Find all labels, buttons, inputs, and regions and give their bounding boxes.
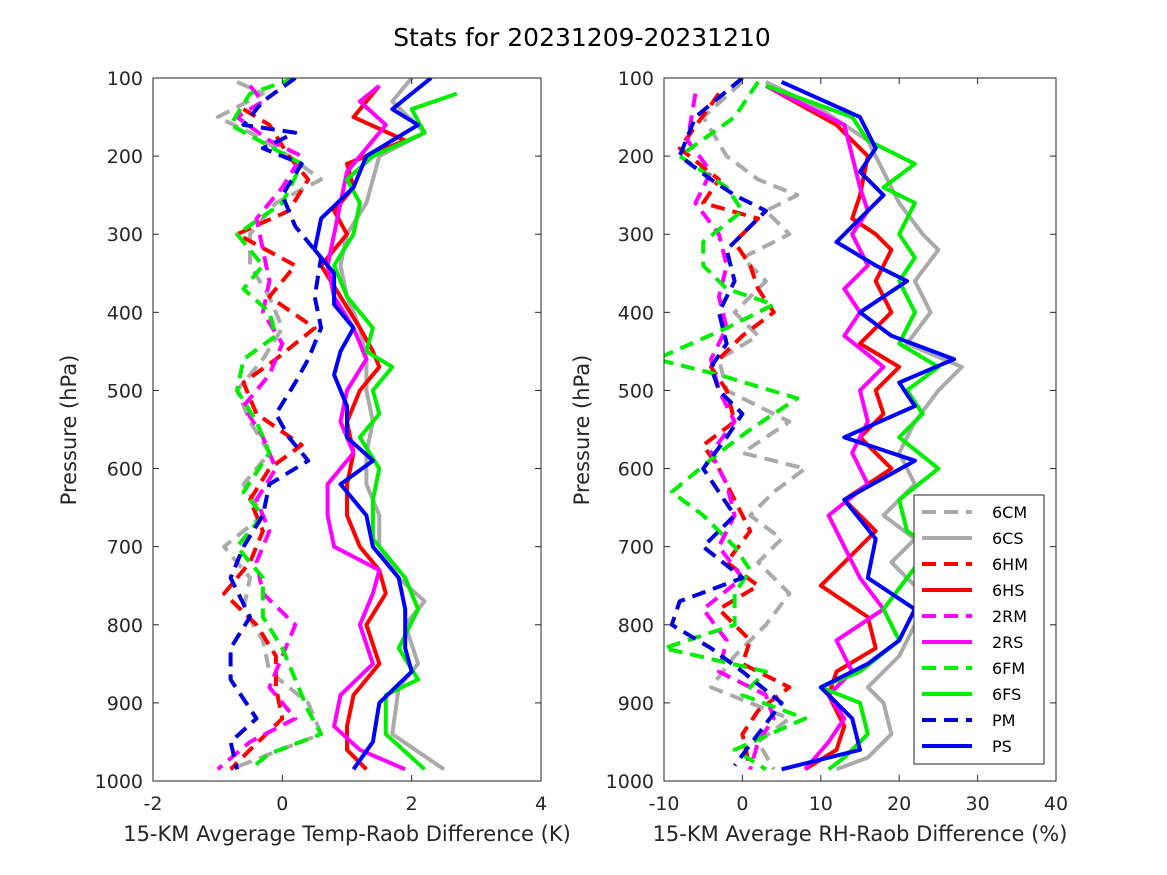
y-tick-label: 700	[618, 537, 654, 559]
legend-label: 6HS	[992, 581, 1024, 600]
axes-box	[663, 77, 1057, 782]
series-line-6fm-mean	[664, 80, 808, 771]
legend-label: 6CS	[992, 529, 1024, 548]
x-tick-label: 2	[406, 793, 418, 815]
x-axis-label: 15-KM Avgerage Temp-Raob Difference (K)	[123, 822, 571, 846]
temp-difference-panel: -2 0 2 4 100 200 300 400 500 600 700 800 900 1000 15-…	[57, 68, 571, 846]
legend-label: 6CM	[992, 503, 1027, 522]
rh-difference-panel: -10 0 10 20 30 40 100 200 300 400 500 600 700 800 900 1…	[570, 68, 1068, 846]
legend-label: PS	[992, 737, 1012, 756]
series-line-6hm-mean	[222, 107, 317, 771]
y-tick-label: 900	[107, 693, 143, 715]
x-tick-label: 10	[809, 793, 833, 815]
series-line-6cm-mean	[701, 80, 808, 771]
y-tick-label: 800	[618, 615, 654, 637]
y-axis-label: Pressure (hPa)	[570, 355, 594, 506]
y-tick-label: 600	[107, 459, 143, 481]
legend-label: 6FM	[992, 659, 1025, 678]
legend-label: 6FS	[992, 685, 1021, 704]
series-line-pm-mean	[669, 78, 784, 767]
legend: 6CM 6CS 6HM 6HS 2RM 2RS 6FM 6FS PM PS	[913, 494, 1045, 765]
x-tick-label: 30	[966, 793, 990, 815]
y-tick-label: 800	[107, 615, 143, 637]
axes-box	[152, 77, 542, 782]
x-axis-label: 15-KM Average RH-Raob Difference (%)	[653, 822, 1068, 846]
legend-label: 6HM	[992, 555, 1028, 574]
y-tick-label: 400	[618, 302, 654, 324]
y-tick-label: 300	[107, 224, 143, 246]
series-line-ps-std	[312, 78, 433, 771]
x-tick-label: 40	[1044, 793, 1068, 815]
y-tick-label: 400	[107, 302, 143, 324]
series-line-2rm-mean	[685, 93, 776, 770]
series-line-6fm-mean	[228, 78, 324, 771]
series-line-2rs-std	[325, 84, 406, 772]
y-tick-label: 500	[618, 380, 654, 402]
y-tick-label: 200	[618, 146, 654, 168]
y-tick-label: 200	[107, 146, 143, 168]
x-tick-label: 20	[887, 793, 911, 815]
y-tick-label: 300	[618, 224, 654, 246]
legend-label: 2RS	[992, 633, 1023, 652]
legend-label: 2RM	[992, 607, 1027, 626]
y-tick-label: 100	[107, 68, 143, 90]
series-line-6cs-std	[765, 80, 964, 772]
y-tick-label: 900	[618, 693, 654, 715]
x-tick-label: 0	[736, 793, 748, 815]
y-tick-label: 500	[107, 380, 143, 402]
y-axis-label: Pressure (hPa)	[57, 355, 81, 506]
x-tick-label: 4	[535, 793, 547, 815]
series-line-ps-std	[780, 80, 957, 772]
x-tick-label: 0	[276, 793, 288, 815]
x-tick-label: -2	[144, 793, 163, 815]
chart-title: Stats for 20231209-20231210	[393, 23, 771, 52]
series-line-6fs-std	[332, 91, 458, 771]
legend-box	[913, 494, 1045, 765]
y-tick-label: 1000	[606, 771, 654, 793]
y-tick-label: 700	[107, 537, 143, 559]
series-line-pm-mean	[228, 78, 324, 770]
legend-label: PM	[992, 711, 1015, 730]
x-tick-label: -10	[648, 793, 679, 815]
y-tick-label: 100	[618, 68, 654, 90]
y-tick-label: 1000	[95, 771, 143, 793]
y-tick-label: 600	[618, 459, 654, 481]
